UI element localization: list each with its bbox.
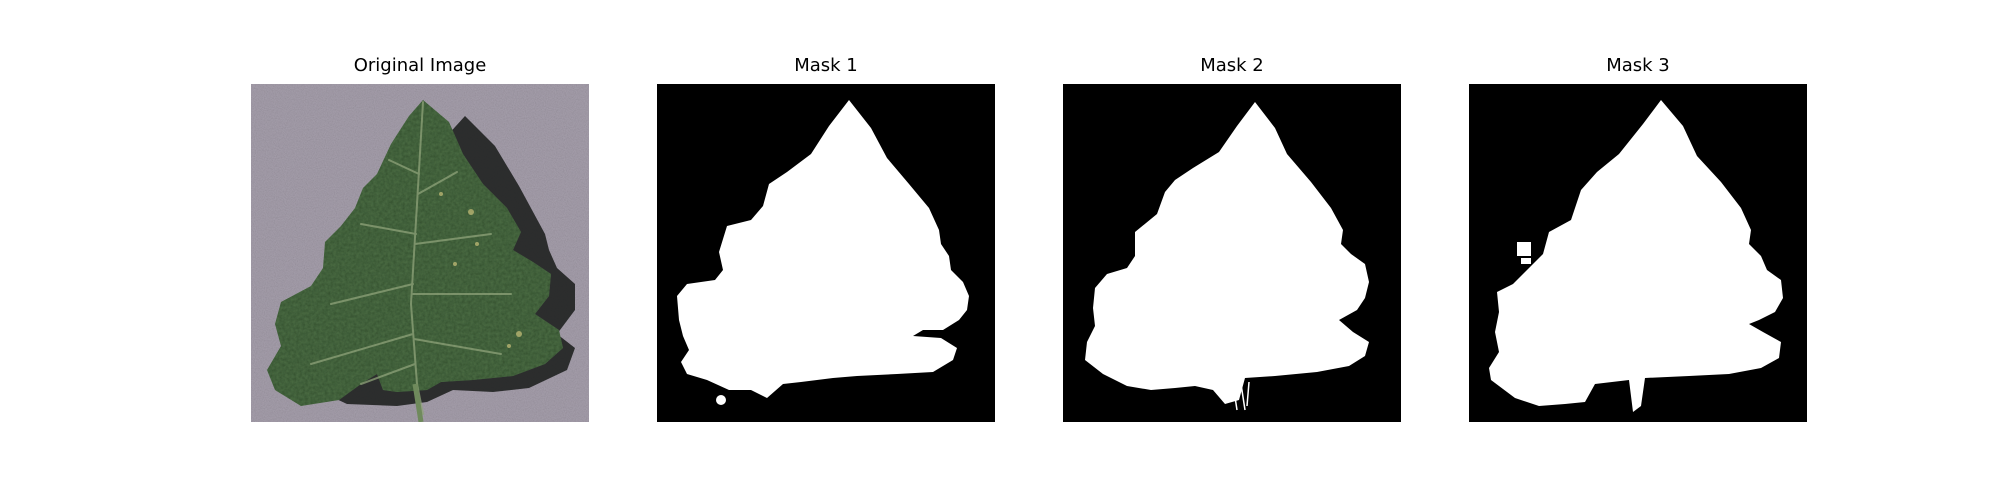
panel-title: Mask 1 — [794, 55, 858, 76]
panel-title: Mask 3 — [1606, 55, 1670, 76]
panel-mask-3: Mask 3 — [1469, 55, 1807, 425]
panel-original-image: Original Image — [251, 55, 589, 425]
original-leaf-photo — [251, 84, 589, 422]
panel-title: Original Image — [353, 55, 487, 76]
mask-1-image — [657, 84, 995, 422]
mask-3-image — [1469, 84, 1807, 422]
panel-title: Mask 2 — [1200, 55, 1264, 76]
panel-mask-1: Mask 1 — [657, 55, 995, 425]
mask-2-image — [1063, 84, 1401, 422]
panel-mask-2: Mask 2 — [1063, 55, 1401, 425]
